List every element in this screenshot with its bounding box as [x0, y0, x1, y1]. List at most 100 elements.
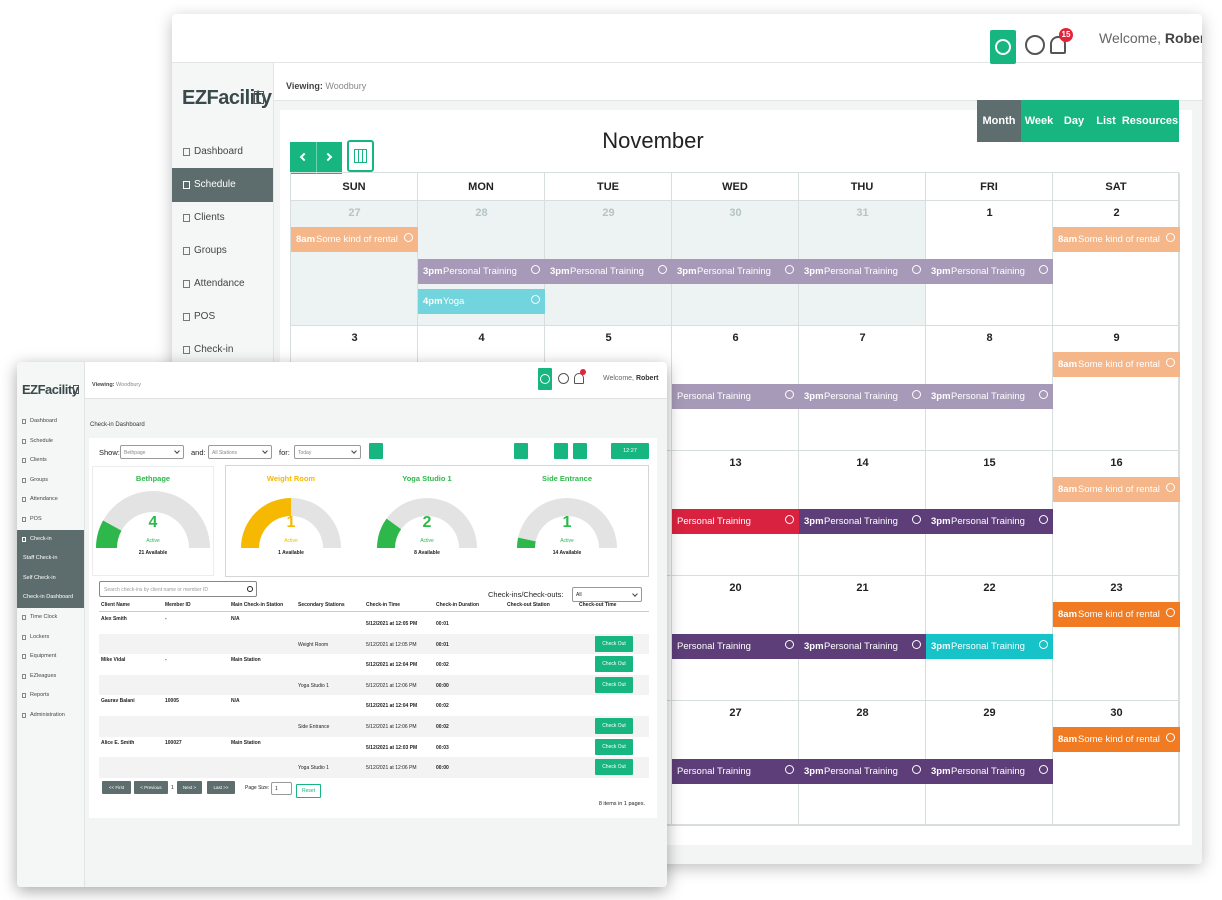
day-cell[interactable]: 21 3pm Personal Training [799, 576, 926, 701]
nav-item[interactable]: Groups [17, 471, 84, 491]
help-icon[interactable] [1025, 35, 1045, 55]
day-cell[interactable]: 14 3pm Personal Training [799, 451, 926, 576]
day-cell[interactable]: 23 8am Some kind of rental [1053, 576, 1180, 701]
nav-item[interactable]: Dashboard [17, 412, 84, 432]
event[interactable]: 3pm Personal Training [799, 509, 926, 534]
event[interactable]: 3pm Personal Training [418, 259, 545, 284]
nav-item[interactable]: Clients [17, 451, 84, 471]
day-cell[interactable]: 8 3pm Personal Training [926, 326, 1053, 451]
day-cell[interactable]: 31 3pm Personal Training [799, 201, 926, 326]
view-button[interactable]: List [1091, 100, 1121, 142]
nav-item[interactable]: Check-in Dashboard [17, 588, 84, 608]
nav-item[interactable]: Check-in [172, 333, 273, 367]
day-cell[interactable]: 28 3pm Personal Training 4pm Yoga [418, 201, 545, 326]
nav-item[interactable]: Attendance [172, 267, 273, 301]
day-cell[interactable]: 1 3pm Personal Training [926, 201, 1053, 326]
tool-button[interactable] [514, 443, 528, 459]
day-cell[interactable]: 30 8am Some kind of rental [1053, 701, 1180, 826]
day-cell[interactable]: 13 Personal Training [672, 451, 799, 576]
nav-item[interactable]: Attendance [17, 490, 84, 510]
event[interactable]: 8am Some kind of rental [1053, 727, 1180, 752]
event[interactable]: 4pm Yoga [418, 289, 545, 314]
nav-item[interactable]: Groups [172, 234, 273, 268]
day-cell[interactable]: 30 3pm Personal Training [672, 201, 799, 326]
nav-item[interactable]: Dashboard [172, 135, 273, 169]
tool-button[interactable] [573, 443, 587, 459]
event[interactable]: Personal Training [672, 509, 799, 534]
day-cell[interactable]: 28 3pm Personal Training [799, 701, 926, 826]
day-cell[interactable]: 27 Personal Training [672, 701, 799, 826]
check-out-button[interactable]: Check Out [595, 738, 633, 755]
event[interactable]: 3pm Personal Training [799, 259, 926, 284]
nav-item[interactable]: Equipment [17, 647, 84, 667]
welcome[interactable]: Welcome, Robert [1099, 30, 1202, 46]
pager-button[interactable]: Last >> [207, 781, 235, 794]
day-cell[interactable]: 22 3pm Personal Training [926, 576, 1053, 701]
event[interactable]: 8am Some kind of rental [1053, 352, 1180, 377]
check-out-button[interactable]: Check Out [595, 759, 633, 776]
day-cell[interactable]: 27 8am Some kind of rental [291, 201, 418, 326]
help-icon[interactable] [558, 373, 569, 384]
nav-item[interactable]: Staff Check-in [17, 549, 84, 569]
day-cell[interactable]: 7 3pm Personal Training [799, 326, 926, 451]
nav-item[interactable]: Self Check-in [17, 568, 84, 589]
nav-item[interactable]: Time Clock [17, 608, 84, 628]
event[interactable]: 3pm Personal Training [799, 384, 926, 409]
event[interactable]: 3pm Personal Training [799, 634, 926, 659]
bell-icon[interactable] [1050, 36, 1066, 54]
event[interactable]: 3pm Personal Training [799, 759, 926, 784]
pager-button[interactable]: Next > [177, 781, 202, 794]
nav-item[interactable]: Reports [17, 686, 84, 706]
reset-button[interactable]: Reset [296, 784, 321, 798]
event[interactable]: 8am Some kind of rental [1053, 602, 1180, 627]
day-cell[interactable]: 29 3pm Personal Training [545, 201, 672, 326]
nav-item[interactable]: EZleagues [17, 667, 84, 687]
day-cell[interactable]: 15 3pm Personal Training [926, 451, 1053, 576]
tool-button[interactable] [554, 443, 568, 459]
event[interactable]: 3pm Personal Training [672, 259, 799, 284]
page-size-select[interactable]: 1 [271, 782, 292, 795]
pager-button[interactable]: << First [102, 781, 131, 794]
nav-item[interactable]: Schedule [172, 168, 273, 202]
day-cell[interactable]: 2 8am Some kind of rental [1053, 201, 1180, 326]
filter-select[interactable]: All Stations [208, 445, 272, 459]
status-button[interactable] [990, 30, 1016, 64]
bell-icon[interactable] [574, 373, 584, 384]
view-button[interactable]: Month [977, 100, 1021, 142]
view-button[interactable]: Resources [1121, 100, 1179, 142]
event[interactable]: Personal Training [672, 759, 799, 784]
event[interactable]: 3pm Personal Training [926, 759, 1053, 784]
nav-item[interactable]: Lockers [17, 628, 84, 648]
welcome[interactable]: Welcome, Robert [603, 375, 659, 382]
event[interactable]: 3pm Personal Training [926, 634, 1053, 659]
prev-button[interactable] [290, 142, 316, 174]
nav-item[interactable]: POS [172, 300, 273, 334]
nav-item[interactable]: Clients [172, 201, 273, 235]
calendar-picker[interactable] [347, 140, 374, 172]
day-cell[interactable]: 16 8am Some kind of rental [1053, 451, 1180, 576]
event[interactable]: 3pm Personal Training [545, 259, 672, 284]
status-button[interactable] [538, 368, 552, 390]
next-button[interactable] [316, 142, 342, 174]
sidebar-toggle[interactable] [73, 385, 79, 394]
event[interactable]: 8am Some kind of rental [1053, 477, 1180, 502]
nav-item[interactable]: Administration [17, 706, 84, 726]
download-button[interactable] [369, 443, 383, 459]
event[interactable]: 8am Some kind of rental [1053, 227, 1180, 252]
check-out-button[interactable]: Check Out [595, 635, 633, 652]
sidebar-toggle[interactable] [254, 91, 264, 104]
clock-button[interactable]: 12:27 [611, 443, 649, 459]
filter-select[interactable]: Today [294, 445, 361, 459]
viewing[interactable]: Viewing: Woodbury [286, 81, 366, 91]
filter-select[interactable]: Bethpage [120, 445, 184, 459]
event[interactable]: 3pm Personal Training [926, 384, 1053, 409]
day-cell[interactable]: 6 Personal Training [672, 326, 799, 451]
check-out-button[interactable]: Check Out [595, 656, 633, 673]
day-cell[interactable]: 9 8am Some kind of rental [1053, 326, 1180, 451]
nav-item[interactable]: Check-in [17, 529, 84, 550]
view-button[interactable]: Day [1057, 100, 1091, 142]
day-cell[interactable]: 29 3pm Personal Training [926, 701, 1053, 826]
event[interactable]: 3pm Personal Training [926, 259, 1053, 284]
day-cell[interactable]: 20 Personal Training [672, 576, 799, 701]
check-out-button[interactable]: Check Out [595, 676, 633, 693]
